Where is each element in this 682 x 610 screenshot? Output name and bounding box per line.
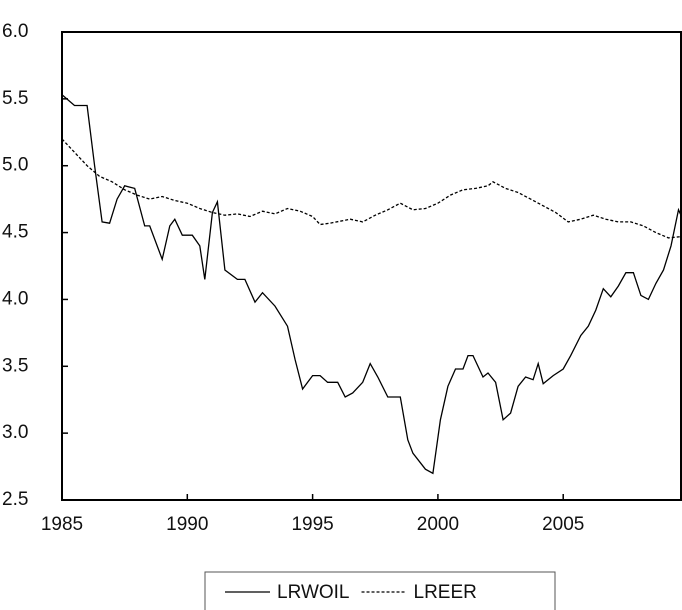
x-tick-label: 1995 [291,514,333,535]
y-tick-label: 4.5 [2,222,28,243]
y-tick-label: 6.0 [2,21,28,42]
legend-label: LRWOIL [277,582,350,603]
x-tick-label: 2005 [542,514,584,535]
data-line [62,139,681,238]
y-tick-label: 3.0 [2,422,28,443]
y-tick-label: 2.5 [2,489,28,510]
data-line [62,95,681,474]
legend-box [205,572,555,610]
y-tick-label: 3.5 [2,355,28,376]
y-tick-label: 4.0 [2,288,28,309]
x-tick-label: 2000 [417,514,459,535]
x-tick-label: 1990 [166,514,208,535]
y-tick-label: 5.0 [2,155,28,176]
plot-frame [62,32,681,500]
chart: 2.5 3.0 3.5 4.0 4.5 5.0 5.5 6.0 1985 1990 1995 2000… [0,0,682,610]
y-tick-label: 5.5 [2,88,28,109]
x-tick-label: 1985 [41,514,83,535]
legend-label: LREER [414,582,477,603]
